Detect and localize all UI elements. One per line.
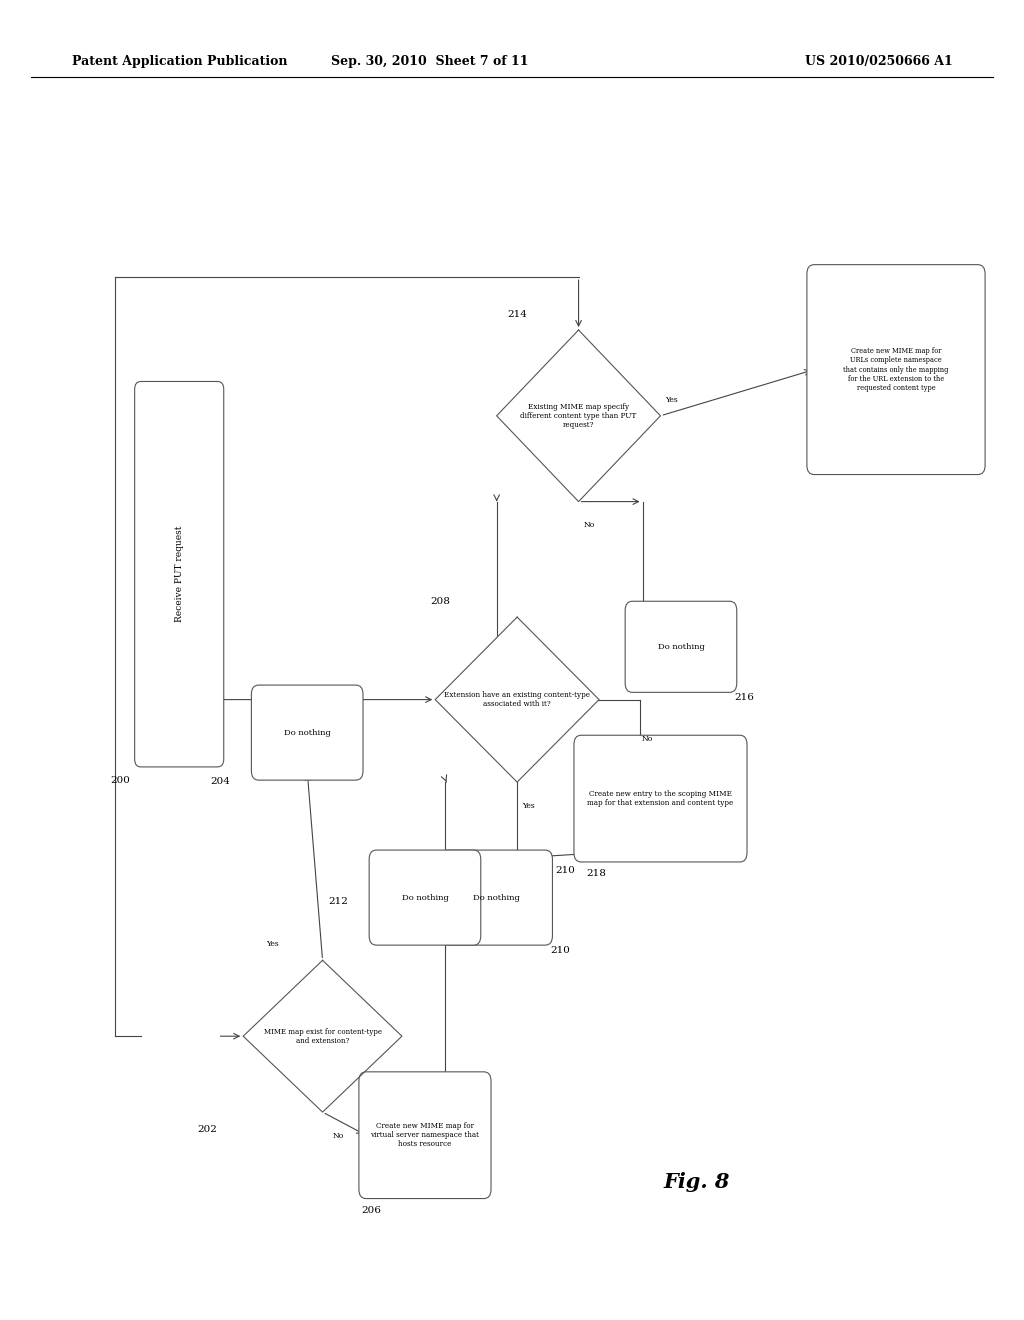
Text: Create new MIME map for
URLs complete namespace
that contains only the mapping
f: Create new MIME map for URLs complete na… — [844, 347, 948, 392]
Text: Create new MIME map for
virtual server namespace that
hosts resource: Create new MIME map for virtual server n… — [371, 1122, 479, 1148]
Text: 214: 214 — [507, 310, 526, 319]
FancyBboxPatch shape — [625, 602, 737, 692]
Text: Extension have an existing content-type
associated with it?: Extension have an existing content-type … — [444, 690, 590, 709]
Polygon shape — [435, 618, 599, 781]
FancyBboxPatch shape — [252, 685, 362, 780]
Text: 206: 206 — [360, 1206, 381, 1216]
FancyBboxPatch shape — [134, 381, 223, 767]
Text: Yes: Yes — [266, 940, 279, 949]
Text: 218: 218 — [586, 870, 606, 879]
Text: Receive PUT request: Receive PUT request — [175, 525, 183, 623]
Text: Yes: Yes — [522, 801, 535, 810]
Text: Patent Application Publication: Patent Application Publication — [72, 55, 287, 69]
Text: No: No — [333, 1131, 344, 1140]
Text: Do nothing: Do nothing — [401, 894, 449, 902]
Polygon shape — [244, 961, 401, 1111]
Text: Create new entry to the scoping MIME
map for that extension and content type: Create new entry to the scoping MIME map… — [588, 789, 733, 808]
Text: Yes: Yes — [666, 396, 678, 404]
Text: Sep. 30, 2010  Sheet 7 of 11: Sep. 30, 2010 Sheet 7 of 11 — [332, 55, 528, 69]
Text: 216: 216 — [735, 693, 755, 702]
Text: 204: 204 — [211, 777, 230, 787]
Text: 210: 210 — [555, 866, 575, 875]
Text: 212: 212 — [328, 898, 348, 907]
Text: No: No — [584, 521, 595, 529]
Text: Existing MIME map specify
different content type than PUT
request?: Existing MIME map specify different cont… — [520, 403, 637, 429]
Text: US 2010/0250666 A1: US 2010/0250666 A1 — [805, 55, 952, 69]
Text: Do nothing: Do nothing — [473, 894, 520, 902]
Text: 210: 210 — [551, 946, 570, 956]
Polygon shape — [497, 330, 660, 502]
Text: Do nothing: Do nothing — [657, 643, 705, 651]
Text: 208: 208 — [430, 597, 450, 606]
Text: Fig. 8: Fig. 8 — [664, 1172, 729, 1192]
Text: MIME map exist for content-type
and extension?: MIME map exist for content-type and exte… — [263, 1027, 382, 1045]
FancyBboxPatch shape — [358, 1072, 492, 1199]
Text: 200: 200 — [110, 776, 130, 785]
Text: Do nothing: Do nothing — [284, 729, 331, 737]
FancyBboxPatch shape — [573, 735, 748, 862]
FancyBboxPatch shape — [440, 850, 553, 945]
Text: 202: 202 — [197, 1125, 217, 1134]
Text: No: No — [642, 735, 653, 743]
FancyBboxPatch shape — [807, 264, 985, 475]
FancyBboxPatch shape — [369, 850, 481, 945]
